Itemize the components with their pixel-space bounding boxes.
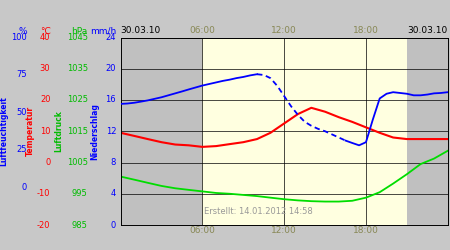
Text: 16: 16 bbox=[105, 96, 116, 104]
Text: -10: -10 bbox=[37, 189, 50, 198]
Text: 20: 20 bbox=[40, 96, 50, 104]
Text: 30.03.10: 30.03.10 bbox=[121, 26, 161, 35]
Text: 4: 4 bbox=[111, 189, 116, 198]
Bar bbox=[366, 38, 407, 225]
Text: 75: 75 bbox=[16, 70, 27, 80]
Text: 1005: 1005 bbox=[67, 158, 88, 167]
Text: 12: 12 bbox=[106, 127, 116, 136]
Text: 24: 24 bbox=[106, 33, 116, 42]
Text: 995: 995 bbox=[72, 189, 88, 198]
Text: -20: -20 bbox=[37, 220, 50, 230]
Text: 100: 100 bbox=[11, 33, 27, 42]
Text: 985: 985 bbox=[72, 220, 88, 230]
Text: %: % bbox=[18, 27, 27, 36]
Text: °C: °C bbox=[40, 27, 50, 36]
Text: Temperatur: Temperatur bbox=[26, 106, 35, 156]
Text: 30: 30 bbox=[40, 64, 50, 73]
Text: Luftfeuchtigkeit: Luftfeuchtigkeit bbox=[0, 96, 8, 166]
Text: 06:00: 06:00 bbox=[189, 26, 215, 35]
Text: Erstellt: 14.01.2012 14:58: Erstellt: 14.01.2012 14:58 bbox=[204, 206, 312, 216]
Text: 0: 0 bbox=[111, 220, 116, 230]
Text: Niederschlag: Niederschlag bbox=[90, 103, 99, 160]
Bar bbox=[202, 38, 366, 225]
Text: 50: 50 bbox=[17, 108, 27, 117]
Text: 20: 20 bbox=[106, 64, 116, 73]
Text: 8: 8 bbox=[111, 158, 116, 167]
Text: 1035: 1035 bbox=[67, 64, 88, 73]
Text: 30.03.10: 30.03.10 bbox=[408, 26, 448, 35]
Text: 1025: 1025 bbox=[67, 96, 88, 104]
Text: 0: 0 bbox=[45, 158, 50, 167]
Text: 0: 0 bbox=[22, 183, 27, 192]
Text: 40: 40 bbox=[40, 33, 50, 42]
Text: 18:00: 18:00 bbox=[353, 26, 379, 35]
Text: Luftdruck: Luftdruck bbox=[54, 110, 63, 152]
Text: mm/h: mm/h bbox=[90, 27, 116, 36]
Text: 10: 10 bbox=[40, 127, 50, 136]
Text: 1015: 1015 bbox=[67, 127, 88, 136]
Text: hPa: hPa bbox=[72, 27, 88, 36]
Text: 12:00: 12:00 bbox=[271, 26, 297, 35]
Text: 25: 25 bbox=[17, 146, 27, 154]
Text: 1045: 1045 bbox=[67, 33, 88, 42]
